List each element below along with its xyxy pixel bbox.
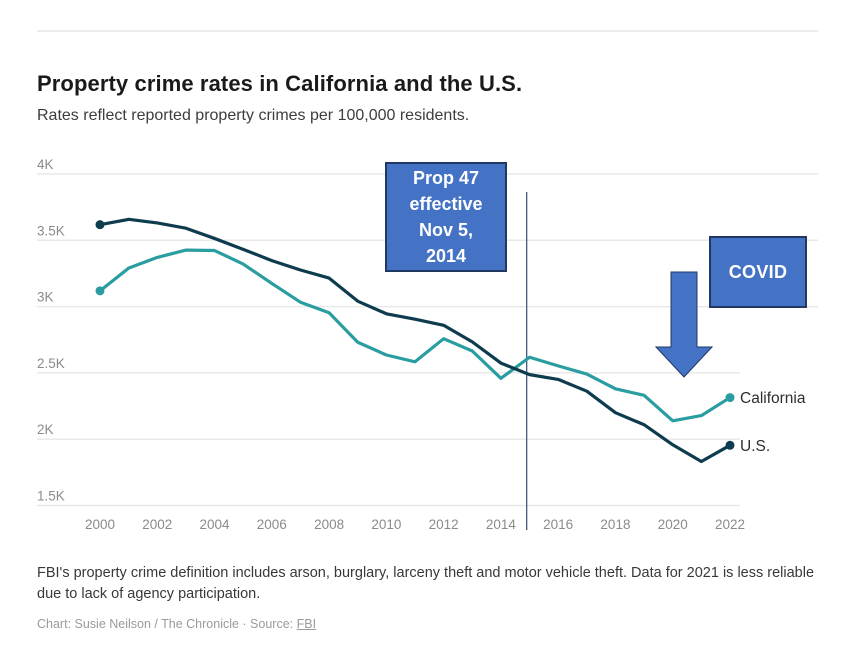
x-tick-label: 2012	[429, 517, 459, 532]
prop47-annotation-box: Prop 47 effective Nov 5, 2014	[385, 162, 507, 272]
y-tick-label: 2.5K	[37, 356, 65, 371]
x-tick-label: 2018	[600, 517, 630, 532]
series-endpoint-california	[95, 286, 105, 296]
x-tick-label: 2000	[85, 517, 115, 532]
source-link[interactable]: FBI	[296, 617, 317, 631]
y-tick-label: 2K	[37, 422, 54, 437]
chart-title: Property crime rates in California and t…	[37, 71, 523, 96]
covid-arrow-icon	[654, 271, 714, 378]
series-endpoint-u-s	[95, 220, 105, 230]
y-tick-label: 1.5K	[37, 489, 65, 504]
y-tick-label: 3.5K	[37, 223, 65, 238]
series-label-u-s: U.S.	[740, 438, 770, 455]
series-line-u-s	[98, 217, 732, 464]
x-tick-label: 2006	[257, 517, 287, 532]
x-tick-label: 2010	[371, 517, 401, 532]
x-tick-label: 2016	[543, 517, 573, 532]
y-tick-label: 4K	[37, 157, 54, 172]
credit-line: Chart: Susie Neilson / The Chronicle · S…	[37, 617, 316, 631]
footnote: FBI's property crime definition includes…	[37, 565, 815, 602]
covid-annotation-box: COVID	[709, 236, 807, 308]
x-tick-label: 2004	[200, 517, 231, 532]
chart-subtitle: Rates reflect reported property crimes p…	[37, 107, 470, 124]
series-endpoint-u-s	[725, 440, 735, 450]
credit-text: Chart: Susie Neilson / The Chronicle · S…	[37, 617, 297, 631]
x-tick-label: 2020	[658, 517, 688, 532]
top-divider	[37, 30, 818, 32]
x-tick-label: 2014	[486, 517, 517, 532]
y-tick-label: 3K	[37, 290, 54, 305]
x-tick-label: 2022	[715, 517, 745, 532]
series-line-california	[98, 248, 732, 423]
series-endpoint-california	[725, 393, 735, 403]
x-tick-label: 2008	[314, 517, 344, 532]
x-tick-label: 2002	[142, 517, 172, 532]
series-label-california: California	[740, 390, 806, 407]
